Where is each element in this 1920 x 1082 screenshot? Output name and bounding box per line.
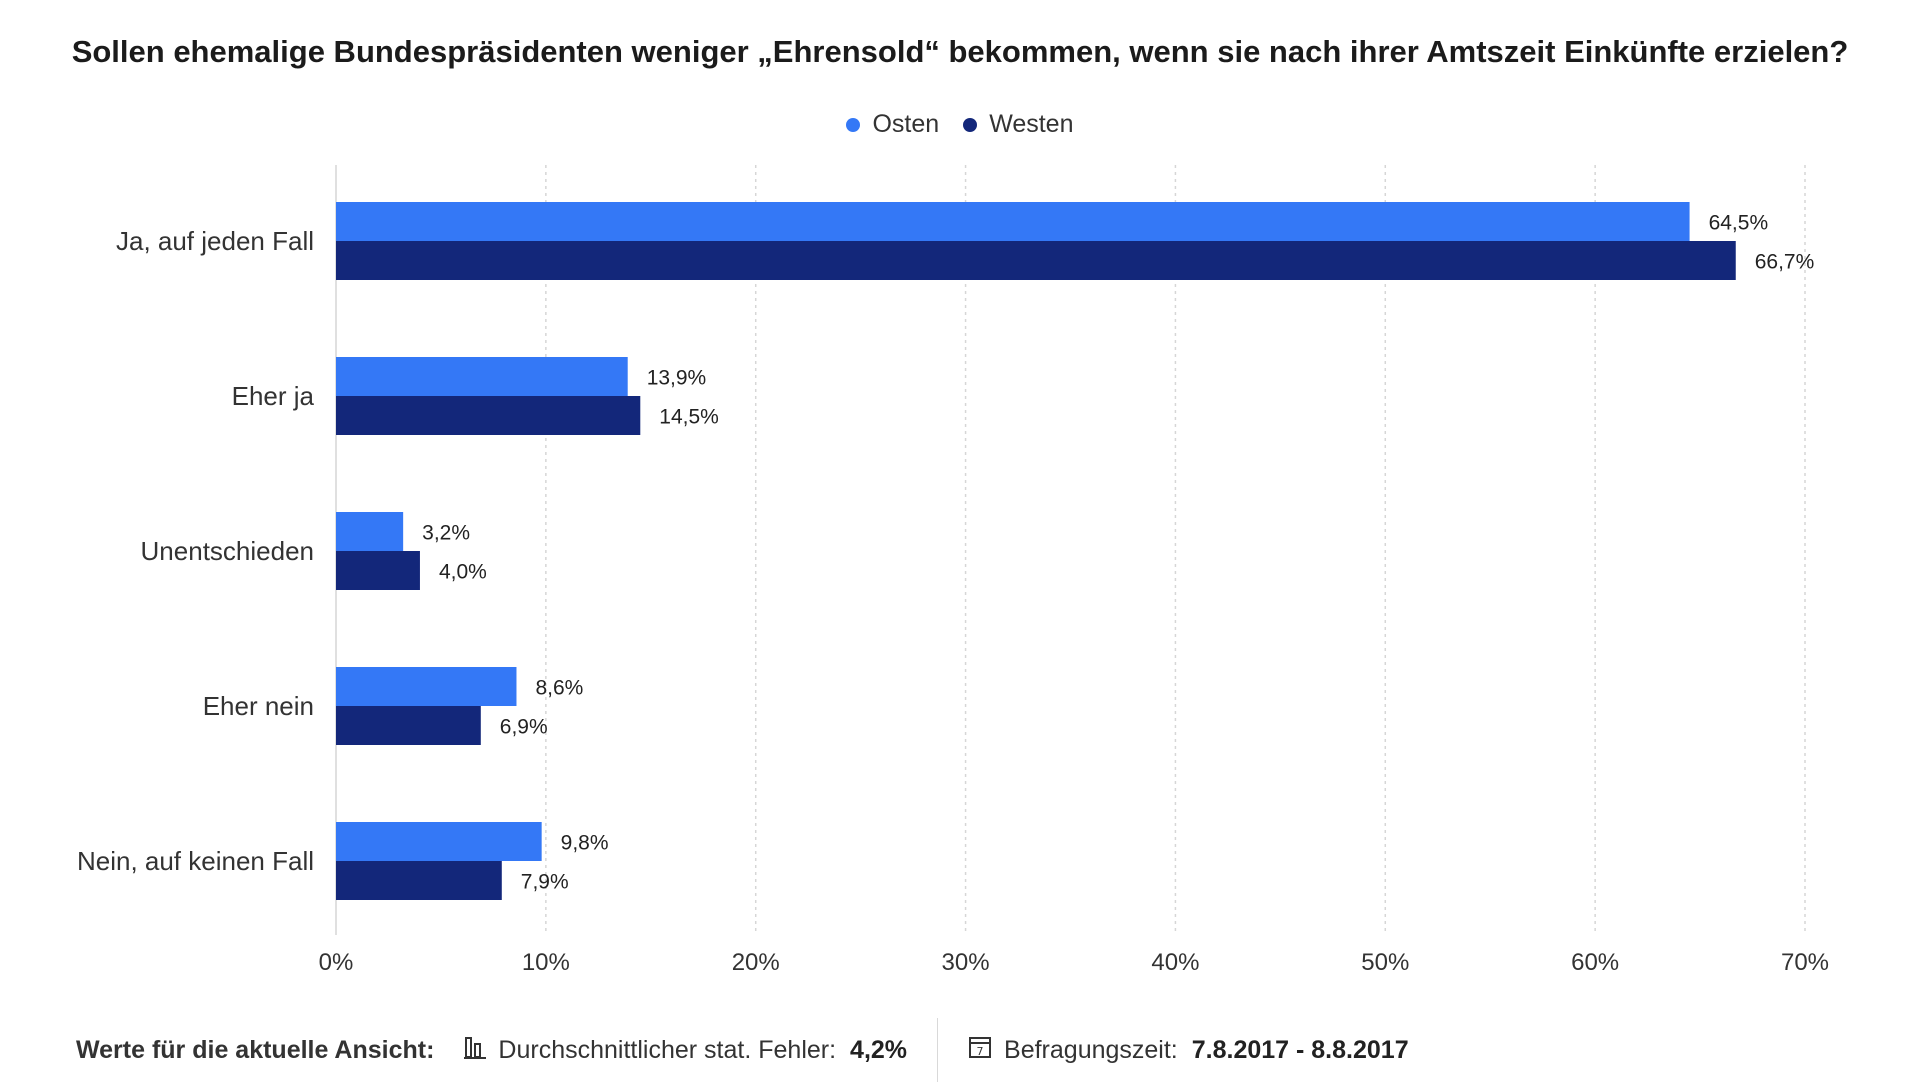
bar-chart: 0% 10% 20% 30% 40% 50% 60% 70% Ja, auf jeden Fal… bbox=[77, 165, 1829, 976]
bar-westen bbox=[336, 706, 481, 745]
data-label: 8,6% bbox=[535, 677, 583, 700]
bar-osten bbox=[336, 822, 542, 861]
legend-item-osten[interactable]: Osten bbox=[846, 110, 939, 139]
x-tick-label: 50% bbox=[1361, 949, 1409, 976]
category-label: Eher nein bbox=[203, 691, 314, 721]
svg-text:7: 7 bbox=[977, 1045, 984, 1058]
footer: Werte für die aktuelle Ansicht: Durchsch… bbox=[76, 1018, 1409, 1082]
data-label: 14,5% bbox=[659, 406, 719, 429]
period-label: Befragungszeit: bbox=[1004, 1035, 1178, 1064]
bar-westen bbox=[336, 241, 1736, 280]
data-label: 4,0% bbox=[439, 561, 487, 584]
x-tick-label: 30% bbox=[942, 949, 990, 976]
legend-label-osten: Osten bbox=[872, 110, 940, 138]
legend-label-westen: Westen bbox=[989, 110, 1074, 138]
bar-westen bbox=[336, 396, 641, 435]
legend-dot-westen bbox=[963, 117, 978, 132]
x-tick-label: 0% bbox=[319, 949, 354, 976]
bar-osten bbox=[336, 667, 517, 706]
error-value: 4,2% bbox=[850, 1035, 908, 1064]
data-label: 7,9% bbox=[521, 871, 569, 894]
category-label: Ja, auf jeden Fall bbox=[116, 226, 314, 256]
bar-chart-icon bbox=[464, 1035, 487, 1066]
legend-dot-osten bbox=[846, 117, 861, 132]
category-label: Unentschieden bbox=[141, 536, 314, 566]
data-label: 66,7% bbox=[1755, 251, 1815, 274]
x-tick-label: 60% bbox=[1571, 949, 1619, 976]
period-value: 7.8.2017 - 8.8.2017 bbox=[1191, 1035, 1409, 1064]
error-label: Durchschnittlicher stat. Fehler: bbox=[498, 1035, 837, 1064]
data-label: 3,2% bbox=[422, 522, 470, 545]
footer-separator bbox=[937, 1018, 939, 1082]
data-label: 9,8% bbox=[561, 832, 609, 855]
bar-westen bbox=[336, 551, 420, 590]
data-label: 13,9% bbox=[647, 367, 707, 390]
x-tick-label: 70% bbox=[1781, 949, 1829, 976]
bar-westen bbox=[336, 861, 502, 900]
legend: Osten Westen bbox=[0, 110, 1920, 139]
bar-osten bbox=[336, 357, 628, 396]
legend-item-westen[interactable]: Westen bbox=[963, 110, 1074, 139]
bar-osten bbox=[336, 202, 1690, 241]
data-label: 64,5% bbox=[1709, 212, 1769, 235]
category-label: Eher ja bbox=[232, 381, 315, 411]
bar-osten bbox=[336, 512, 404, 551]
data-label: 6,9% bbox=[500, 716, 548, 739]
x-tick-label: 40% bbox=[1151, 949, 1199, 976]
x-tick-label: 10% bbox=[522, 949, 570, 976]
x-tick-label: 20% bbox=[732, 949, 780, 976]
category-label: Nein, auf keinen Fall bbox=[77, 846, 314, 876]
footer-lead: Werte für die aktuelle Ansicht: bbox=[76, 1035, 435, 1064]
chart-title: Sollen ehemalige Bundespräsidenten wenig… bbox=[71, 34, 1849, 69]
calendar-icon: 7 bbox=[968, 1035, 992, 1066]
